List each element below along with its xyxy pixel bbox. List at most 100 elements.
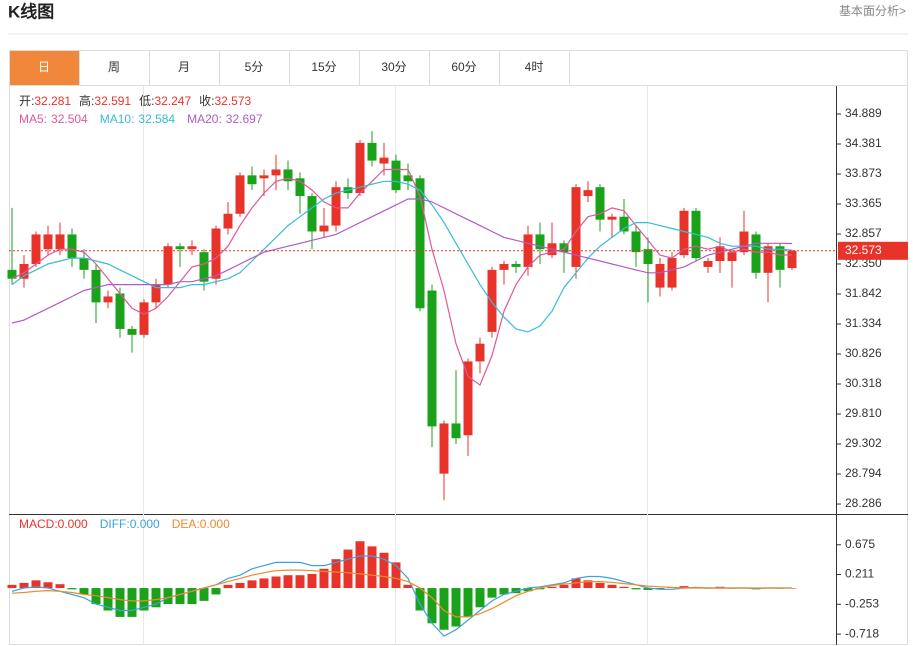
candle-body	[331, 187, 341, 226]
macd-bar	[547, 586, 557, 589]
macd-bar	[175, 588, 185, 605]
candle-body	[367, 142, 377, 161]
macd-bar	[487, 588, 497, 598]
candle-body	[235, 175, 245, 214]
candle-body	[139, 302, 149, 335]
macd-bar	[403, 584, 413, 589]
candle-body	[163, 246, 173, 285]
candle-body	[595, 187, 605, 220]
macd-bar	[607, 584, 617, 589]
readout-label: 低:	[139, 94, 154, 108]
y-tick-label: 33.365	[845, 196, 882, 210]
candle-body	[19, 263, 29, 279]
last-price-box	[838, 241, 908, 260]
candle-body	[619, 216, 629, 232]
macd-bar	[211, 588, 221, 595]
macd-bar	[127, 588, 137, 617]
tab-label[interactable]: 周	[108, 60, 120, 74]
series-line	[11, 180, 793, 333]
candle-body	[223, 213, 233, 229]
tab[interactable]	[79, 50, 150, 86]
series-line	[11, 555, 792, 637]
tab[interactable]	[359, 50, 430, 86]
y-tick-label: 30.318	[845, 376, 882, 390]
readout-label: 高:	[79, 93, 94, 108]
candle-body	[751, 234, 761, 273]
candle-body	[43, 234, 53, 250]
candle-body	[7, 269, 17, 279]
tab-label[interactable]: 15分	[311, 60, 336, 74]
candle-body	[391, 160, 401, 191]
candle-body	[427, 290, 437, 427]
candle-body	[307, 196, 317, 232]
tab[interactable]	[219, 50, 290, 86]
macd-bar	[415, 588, 425, 611]
macd-bar	[67, 588, 77, 590]
y-tick-label: 28.794	[845, 466, 882, 480]
candle-body	[535, 234, 545, 250]
macd-bar	[55, 584, 65, 589]
candle-body	[55, 234, 65, 250]
candle-body	[787, 250, 797, 269]
page-title: K线图	[8, 1, 54, 21]
tab-label[interactable]: 月	[178, 60, 190, 74]
candle-body	[151, 284, 161, 303]
fundamental-link[interactable]: 基本面分析>	[839, 4, 906, 18]
ma-value: 32.697	[226, 112, 263, 126]
y-tick-label: 30.826	[845, 346, 882, 360]
tab-label[interactable]: 4时	[525, 60, 544, 74]
readout-value: 0.000	[58, 517, 88, 531]
macd-bar	[535, 588, 545, 590]
y-tick-label: 33.873	[845, 166, 882, 180]
series-line	[11, 198, 793, 324]
macd-bar	[331, 559, 341, 589]
candle-body	[31, 234, 41, 264]
tab-label[interactable]: 30分	[381, 60, 406, 74]
candle-body	[487, 269, 497, 332]
macd-bar	[499, 588, 509, 595]
candle-body	[79, 258, 89, 270]
candle-body	[91, 269, 101, 303]
macd-bar	[439, 588, 449, 630]
macd-bar	[355, 541, 365, 589]
macd-bar	[235, 582, 245, 589]
ma-label: MA5:	[19, 112, 47, 126]
tab[interactable]	[289, 50, 360, 86]
candle-body	[115, 293, 125, 329]
candle-body	[775, 246, 785, 270]
macd-bar	[343, 549, 353, 589]
candle-body	[355, 142, 365, 194]
tab[interactable]	[499, 50, 570, 86]
macd-bar	[679, 586, 689, 589]
macd-bar	[79, 588, 89, 595]
tab-label[interactable]: 5分	[245, 60, 264, 74]
macd-bar	[379, 552, 389, 589]
tab-label[interactable]: 日	[38, 60, 50, 74]
candle-body	[175, 246, 185, 250]
series-line	[11, 168, 793, 387]
macd-bar	[655, 588, 665, 590]
ohlc-readout: 开:32.281 高:32.591 低:32.247 收:32.573	[19, 93, 252, 108]
candle-body	[667, 258, 677, 288]
candle-body	[571, 187, 581, 267]
candle-body	[319, 225, 329, 232]
macd-bar	[619, 586, 629, 589]
readout-value: 32.573	[214, 94, 251, 108]
candle-body	[259, 175, 269, 179]
tab[interactable]	[149, 50, 220, 86]
candle-body	[559, 243, 569, 253]
candle-body	[103, 296, 113, 303]
macd-bar	[307, 573, 317, 589]
y-tick-label: 34.381	[845, 136, 882, 150]
candle-body	[631, 231, 641, 253]
candle-body	[475, 343, 485, 362]
tab[interactable]	[9, 50, 80, 86]
readout-label: 收:	[199, 94, 214, 108]
macd-bar	[283, 575, 293, 589]
macd-bar	[463, 588, 473, 617]
macd-bar	[271, 576, 281, 589]
tab-label[interactable]: 60分	[451, 60, 476, 74]
y-tick-label: -0.253	[845, 596, 879, 610]
y-tick-label: -0.718	[845, 626, 879, 640]
